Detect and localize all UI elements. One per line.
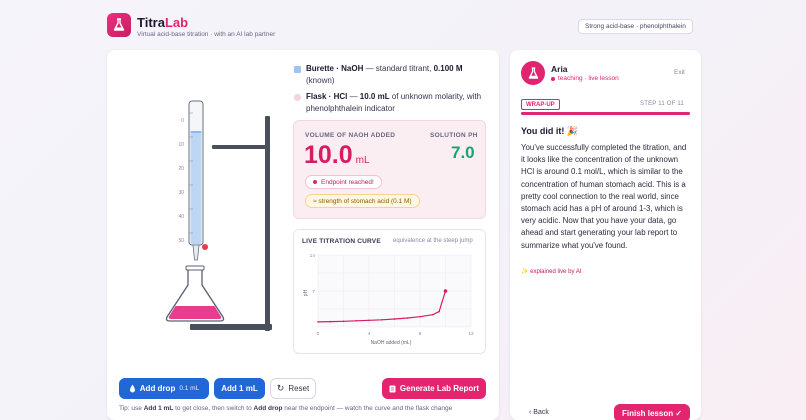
usage-tip: Tip: use Add 1 mL to get close, then swi… [119, 405, 453, 412]
data-point [393, 318, 396, 320]
data-point [342, 320, 345, 323]
x-tick-label: 0 [317, 331, 320, 337]
titration-apparatus [165, 100, 272, 331]
add-drop-button[interactable]: Add drop 0.1 mL [119, 378, 209, 399]
avatar [521, 61, 545, 85]
burette-tick-label: 40 [178, 214, 184, 220]
burette-tick-label: 0 [181, 118, 184, 124]
x-tick-label: 12 [468, 331, 474, 337]
data-point [431, 313, 434, 316]
chart-title: LIVE TITRATION CURVE [302, 238, 381, 245]
document-icon [389, 385, 396, 392]
data-point [438, 310, 440, 313]
x-tick-label: 8 [419, 331, 422, 337]
flask-color-swatch [294, 94, 301, 101]
partner-message: You've successfully completed the titrat… [521, 143, 687, 250]
message-heading: You did it! 🎉 [521, 126, 579, 136]
mode-badge: Strong acid-base · phenolphthalein [578, 19, 693, 34]
series-line [317, 290, 447, 323]
burette [188, 100, 208, 261]
lesson-progress-fill [521, 112, 690, 115]
burette-tick-label: 20 [178, 166, 184, 172]
app-logo [107, 13, 131, 37]
app-name: TitraLab [137, 15, 189, 30]
back-button[interactable]: ‹ Back [529, 409, 549, 416]
flask-icon [113, 18, 125, 31]
stopcock-knob [202, 244, 208, 250]
y-tick-label: 7 [312, 289, 315, 295]
current-point [443, 289, 448, 293]
partner-status: teaching · live lesson [551, 75, 619, 82]
drop-icon [129, 384, 135, 393]
app-tagline: Virtual acid-base titration · with an AI… [137, 31, 276, 38]
finish-lesson-button[interactable]: Finish lesson ✓ [614, 404, 690, 420]
chart-annotation: equivalence at the steep jump [393, 238, 473, 244]
flask-solution [168, 306, 222, 319]
stand-base [190, 324, 272, 330]
reset-icon: ↻ [276, 383, 285, 393]
volume-value: 10.0 [304, 141, 353, 169]
burette-scale: 0 10 20 30 40 50 [172, 109, 184, 253]
burette-tick-label: 50 [178, 238, 184, 244]
flask-legend: Flask · HCl — 10.0 mL of unknown molarit… [306, 92, 482, 113]
y-axis-label: pH [303, 289, 309, 296]
erlenmeyer-flask [165, 265, 225, 322]
data-point [419, 315, 421, 318]
stand-clamp [212, 145, 268, 149]
generate-report-button[interactable]: Generate Lab Report [382, 378, 486, 399]
data-point [329, 320, 332, 323]
phase-badge: WRAP-UP [521, 99, 560, 110]
exit-link[interactable]: Exit [674, 69, 685, 76]
burette-legend: Burette · NaOH — standard titrant, 0.100… [306, 64, 463, 85]
data-point [355, 320, 358, 322]
data-point [380, 319, 383, 321]
endpoint-dot [313, 180, 317, 184]
ph-label: SOLUTION PH [430, 132, 478, 139]
flask-icon [528, 66, 538, 79]
volume-unit: mL [355, 155, 370, 166]
data-point [317, 321, 319, 323]
live-dot [551, 76, 555, 81]
y-tick-label: 14 [310, 253, 316, 259]
burette-tick-marks [189, 112, 193, 234]
lesson-progress-bar [521, 112, 690, 115]
ai-note: ✨ explained live by AI [521, 269, 582, 275]
data-point [406, 317, 409, 319]
data-point [368, 319, 370, 322]
volume-label: VOLUME OF NAOH ADDED [305, 132, 396, 139]
ai-partner-panel [510, 50, 701, 420]
stand-rod [265, 116, 270, 331]
stomach-acid-badge: ≈ strength of stomach acid (0.1 M) [305, 194, 420, 208]
x-axis-label: NaOH added (mL) [371, 340, 412, 346]
x-tick-label: 4 [368, 331, 371, 337]
partner-name: Aria [551, 64, 568, 74]
volume-readout: 10.0 mL [304, 141, 370, 170]
burette-tick-label: 30 [178, 190, 184, 196]
reset-button[interactable]: ↻ Reset [270, 378, 316, 399]
ph-value: 7.0 [451, 143, 475, 162]
burette-tick-label: 10 [178, 142, 184, 148]
endpoint-badge: Endpoint reached! [305, 175, 382, 189]
burette-color-swatch [294, 66, 301, 73]
titration-curve-chart: 0 4 8 12 14 7 NaOH added (mL) pH [303, 253, 474, 346]
step-counter: STEP 11 OF 11 [640, 101, 684, 107]
add-1ml-button[interactable]: Add 1 mL [214, 378, 265, 399]
